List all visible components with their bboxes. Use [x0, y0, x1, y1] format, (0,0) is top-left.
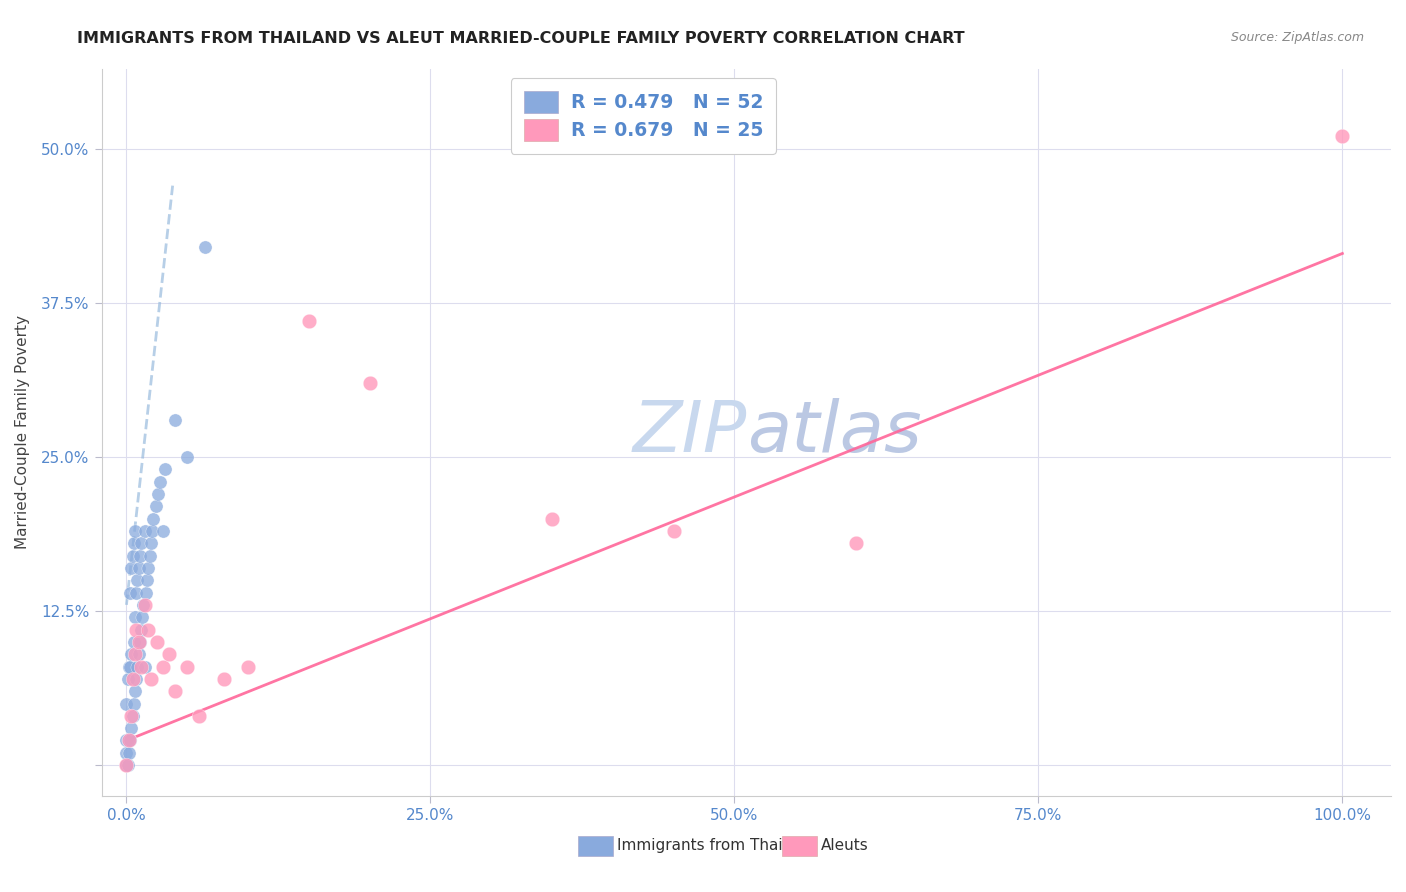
- Point: [124, 684, 146, 698]
- Point: [212, 672, 235, 686]
- Point: [359, 376, 381, 390]
- Point: [124, 610, 146, 624]
- Point: [136, 623, 159, 637]
- Point: [118, 746, 141, 760]
- Point: [120, 659, 142, 673]
- Point: [128, 549, 150, 563]
- Point: [118, 733, 141, 747]
- Point: [146, 487, 169, 501]
- Text: atlas: atlas: [747, 398, 921, 467]
- Text: Aleuts: Aleuts: [821, 838, 869, 854]
- Text: ZIP: ZIP: [633, 398, 747, 467]
- Point: [142, 511, 165, 525]
- Point: [115, 733, 138, 747]
- Point: [128, 647, 150, 661]
- Point: [176, 659, 198, 673]
- Point: [236, 659, 259, 673]
- Point: [117, 733, 139, 747]
- Point: [152, 659, 174, 673]
- Point: [124, 647, 146, 661]
- Point: [149, 475, 172, 489]
- Point: [121, 549, 143, 563]
- Point: [141, 524, 163, 538]
- Point: [129, 536, 152, 550]
- Point: [127, 659, 149, 673]
- Point: [122, 697, 145, 711]
- Point: [115, 758, 138, 772]
- Point: [125, 623, 148, 637]
- Point: [121, 672, 143, 686]
- Point: [139, 672, 162, 686]
- Point: [157, 647, 180, 661]
- Point: [120, 721, 142, 735]
- Point: [134, 659, 156, 673]
- Point: [115, 746, 138, 760]
- Point: [129, 623, 152, 637]
- Point: [176, 450, 198, 464]
- Point: [132, 598, 155, 612]
- Y-axis label: Married-Couple Family Poverty: Married-Couple Family Poverty: [15, 315, 30, 549]
- Point: [125, 585, 148, 599]
- Point: [120, 709, 142, 723]
- Point: [128, 635, 150, 649]
- Point: [1331, 129, 1354, 144]
- Point: [662, 524, 685, 538]
- Point: [120, 561, 142, 575]
- Point: [135, 585, 157, 599]
- Point: [165, 413, 187, 427]
- Point: [134, 598, 156, 612]
- Point: [845, 536, 868, 550]
- Point: [134, 524, 156, 538]
- Point: [127, 573, 149, 587]
- Point: [541, 511, 564, 525]
- Point: [136, 573, 159, 587]
- Point: [136, 561, 159, 575]
- Text: IMMIGRANTS FROM THAILAND VS ALEUT MARRIED-COUPLE FAMILY POVERTY CORRELATION CHAR: IMMIGRANTS FROM THAILAND VS ALEUT MARRIE…: [77, 31, 965, 46]
- Point: [152, 524, 174, 538]
- Point: [124, 524, 146, 538]
- Point: [115, 758, 138, 772]
- Point: [139, 536, 162, 550]
- Point: [129, 659, 152, 673]
- Point: [125, 672, 148, 686]
- Point: [298, 314, 321, 328]
- Legend: R = 0.479   N = 52, R = 0.679   N = 25: R = 0.479 N = 52, R = 0.679 N = 25: [510, 78, 776, 154]
- Point: [122, 635, 145, 649]
- Point: [138, 549, 160, 563]
- Point: [120, 733, 142, 747]
- Point: [155, 462, 177, 476]
- Point: [117, 758, 139, 772]
- Point: [118, 659, 141, 673]
- Text: Immigrants from Thailand: Immigrants from Thailand: [617, 838, 815, 854]
- Point: [188, 709, 211, 723]
- Point: [120, 585, 142, 599]
- Point: [131, 610, 153, 624]
- Point: [165, 684, 187, 698]
- Point: [121, 709, 143, 723]
- Point: [145, 500, 167, 514]
- Point: [122, 536, 145, 550]
- Point: [128, 635, 150, 649]
- Point: [117, 672, 139, 686]
- Text: Source: ZipAtlas.com: Source: ZipAtlas.com: [1230, 31, 1364, 45]
- Point: [120, 647, 142, 661]
- Point: [115, 697, 138, 711]
- Point: [194, 240, 217, 254]
- Point: [146, 635, 169, 649]
- Point: [128, 561, 150, 575]
